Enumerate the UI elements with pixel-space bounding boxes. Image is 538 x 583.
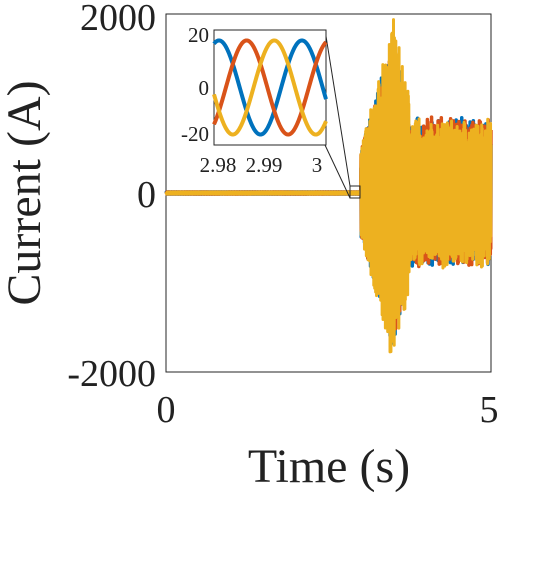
zoom-connector-top: [324, 29, 351, 187]
inset-series-line-2: [212, 38, 328, 137]
y-tick-top: 2000: [80, 0, 156, 39]
inset-x-tick-3: 3: [312, 153, 323, 177]
inset-x-tick-2: 2.99: [246, 153, 283, 177]
inset-y-tick-bottom: -20: [181, 122, 209, 146]
y-tick-bottom: -2000: [67, 353, 156, 395]
inset-series-line-3: [212, 38, 328, 137]
zoom-marker-box: [349, 185, 361, 199]
x-axis-label: Time (s): [248, 440, 410, 493]
main-series-group: [164, 18, 493, 354]
zoom-connector-bottom: [324, 144, 351, 199]
y-axis-label: Current (A): [0, 80, 51, 305]
inset-y-tick-mid: 0: [199, 76, 210, 100]
inset-x-tick-1: 2.98: [200, 153, 237, 177]
series-line-3: [164, 18, 493, 354]
inset-y-tick-top: 20: [188, 23, 209, 47]
x-tick-start: 0: [157, 389, 176, 431]
inset-series-group: [212, 38, 328, 137]
y-tick-mid: 0: [137, 174, 156, 216]
x-tick-end: 5: [480, 389, 499, 431]
